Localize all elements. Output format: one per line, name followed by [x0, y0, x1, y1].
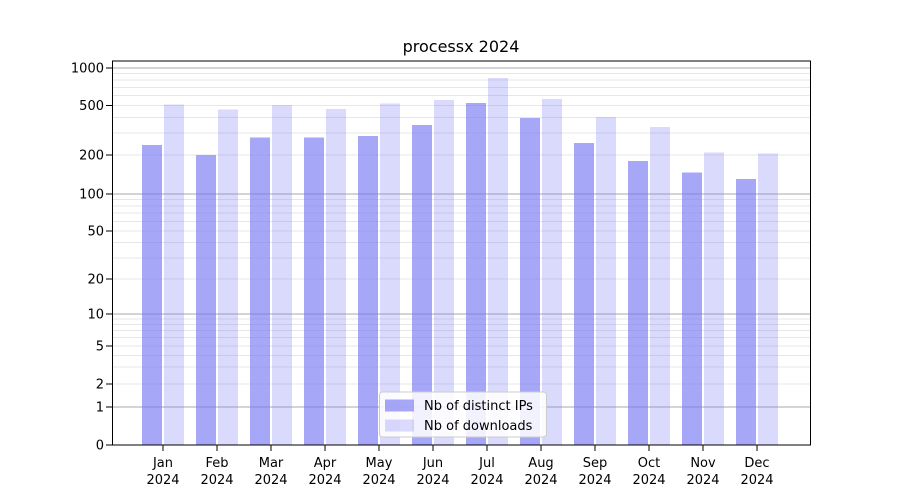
bar-downloads-jan: [164, 104, 184, 446]
bar-distinct-ips-jun: [412, 125, 432, 445]
bar-distinct-ips-jul: [466, 102, 486, 445]
x-tick-label-month: Jan: [152, 456, 173, 471]
y-tick-label: 0: [96, 439, 104, 454]
y-tick-label: 50: [87, 225, 104, 240]
x-tick-label-month: Sep: [583, 456, 608, 471]
bar-distinct-ips-aug: [520, 117, 540, 445]
y-tick-label: 5: [96, 340, 104, 355]
x-tick-label-year: 2024: [686, 473, 719, 488]
x-tick-label-month: Jul: [478, 456, 495, 471]
legend-frame: [379, 391, 547, 438]
y-tick-label: 200: [79, 149, 104, 164]
bar-distinct-ips-oct: [628, 160, 648, 446]
legend: Nb of distinct IPs Nb of downloads: [379, 391, 547, 438]
x-tick-label-year: 2024: [254, 473, 287, 488]
bar-downloads-jul: [488, 78, 508, 445]
y-tick-label: 2: [96, 378, 104, 393]
x-tick-label-month: Aug: [528, 456, 553, 471]
legend-swatch-downloads: [385, 419, 414, 432]
x-tick-label-year: 2024: [146, 473, 179, 488]
x-tick-label-month: Feb: [205, 456, 228, 471]
y-tick-label: 1000: [71, 62, 104, 77]
x-tick-label-year: 2024: [308, 473, 341, 488]
bar-distinct-ips-mar: [250, 137, 270, 446]
bar-downloads-dec: [758, 153, 778, 445]
y-axis-labels: 0 1 2 5 10 20 50 100 200 500 1000: [71, 62, 104, 454]
x-tick-label-month: Oct: [638, 456, 660, 471]
x-tick-label-month: May: [366, 456, 393, 471]
x-tick-label-year: 2024: [524, 473, 557, 488]
x-tick-label-month: Mar: [259, 456, 284, 471]
x-tick-label-year: 2024: [200, 473, 233, 488]
x-axis-labels: Jan 2024 Feb 2024 Mar 2024 Apr 2024 May 2024 Jun 20…: [146, 456, 773, 488]
bar-distinct-ips-dec: [736, 179, 756, 446]
x-tick-label-year: 2024: [470, 473, 503, 488]
bar-downloads-oct: [650, 127, 670, 446]
legend-swatch-distinct-ips: [385, 399, 414, 412]
legend-label-downloads: Nb of downloads: [424, 419, 533, 434]
bars: [142, 78, 778, 446]
bar-downloads-nov: [704, 152, 724, 445]
bar-downloads-sep: [596, 116, 616, 445]
x-tick-label-year: 2024: [578, 473, 611, 488]
y-tick-label: 20: [87, 273, 104, 288]
y-tick-label: 1: [96, 401, 104, 416]
x-tick-label-month: Nov: [690, 456, 716, 471]
x-tick-label-month: Apr: [314, 456, 337, 471]
y-tick-label: 10: [87, 308, 104, 323]
legend-label-distinct-ips: Nb of distinct IPs: [424, 399, 533, 414]
bar-downloads-jun: [434, 99, 454, 446]
bar-downloads-aug: [542, 98, 562, 446]
y-tick-label: 100: [79, 188, 104, 203]
plot-border: [112, 60, 811, 446]
bar-distinct-ips-apr: [304, 137, 324, 446]
x-tick-label-year: 2024: [362, 473, 395, 488]
x-tick-label-month: Jun: [422, 456, 443, 471]
bar-downloads-feb: [218, 109, 238, 446]
axis-ticks: [106, 67, 758, 451]
x-tick-label-year: 2024: [740, 473, 773, 488]
bar-downloads-may: [380, 103, 400, 446]
x-tick-label-month: Dec: [744, 456, 769, 471]
bar-distinct-ips-jan: [142, 145, 162, 446]
y-tick-label: 500: [79, 99, 104, 114]
x-tick-label-year: 2024: [416, 473, 449, 488]
bar-downloads-mar: [272, 104, 292, 446]
bar-distinct-ips-sep: [574, 142, 594, 445]
bar-downloads-apr: [326, 108, 346, 445]
x-tick-label-year: 2024: [632, 473, 665, 488]
bar-distinct-ips-nov: [682, 172, 702, 446]
chart-title: processx 2024: [403, 37, 520, 56]
bar-distinct-ips-feb: [196, 155, 216, 445]
bar-distinct-ips-may: [358, 135, 378, 445]
